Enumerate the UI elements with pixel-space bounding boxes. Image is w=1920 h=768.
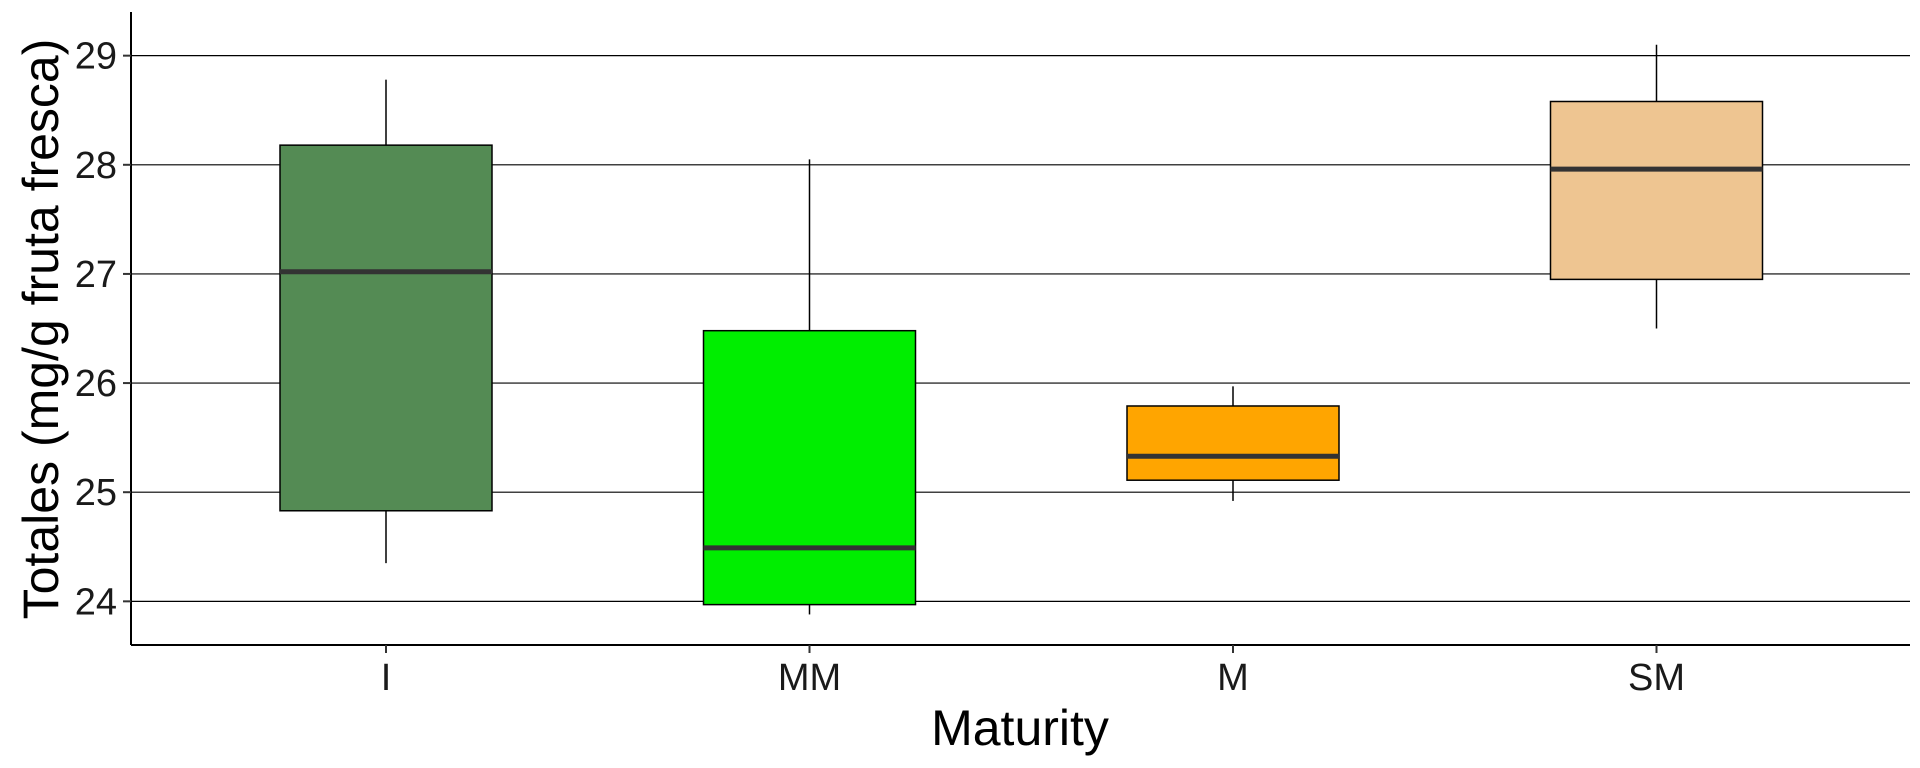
x-tick-label: M [1217,657,1249,699]
box-iqr [279,144,493,512]
y-tick-label: 28 [75,145,117,187]
box-mm [702,159,917,615]
x-tick-label: I [381,657,392,699]
x-axis-title: Maturity [931,700,1109,756]
box-iqr [1126,405,1340,481]
y-tick-label: 29 [75,36,117,78]
x-tick-label: MM [778,657,841,699]
box-iqr [1549,100,1764,281]
y-tick-label: 25 [75,472,117,514]
y-tick-label: 27 [75,254,117,296]
axes [130,12,1910,646]
box-i [279,79,493,564]
y-tick-label: 24 [75,581,117,623]
box-m [1126,386,1340,501]
y-tick-labels: 24 25 26 27 28 29 [75,36,131,623]
boxes [279,44,1764,615]
y-tick-label: 26 [75,363,117,405]
box-sm [1549,44,1764,329]
x-tick-labels: I MM M SM [381,645,1685,699]
y-axis-title: Totales (mg/g fruta fresca) [13,39,69,620]
x-tick-label: SM [1628,657,1685,699]
box-iqr [702,329,917,606]
